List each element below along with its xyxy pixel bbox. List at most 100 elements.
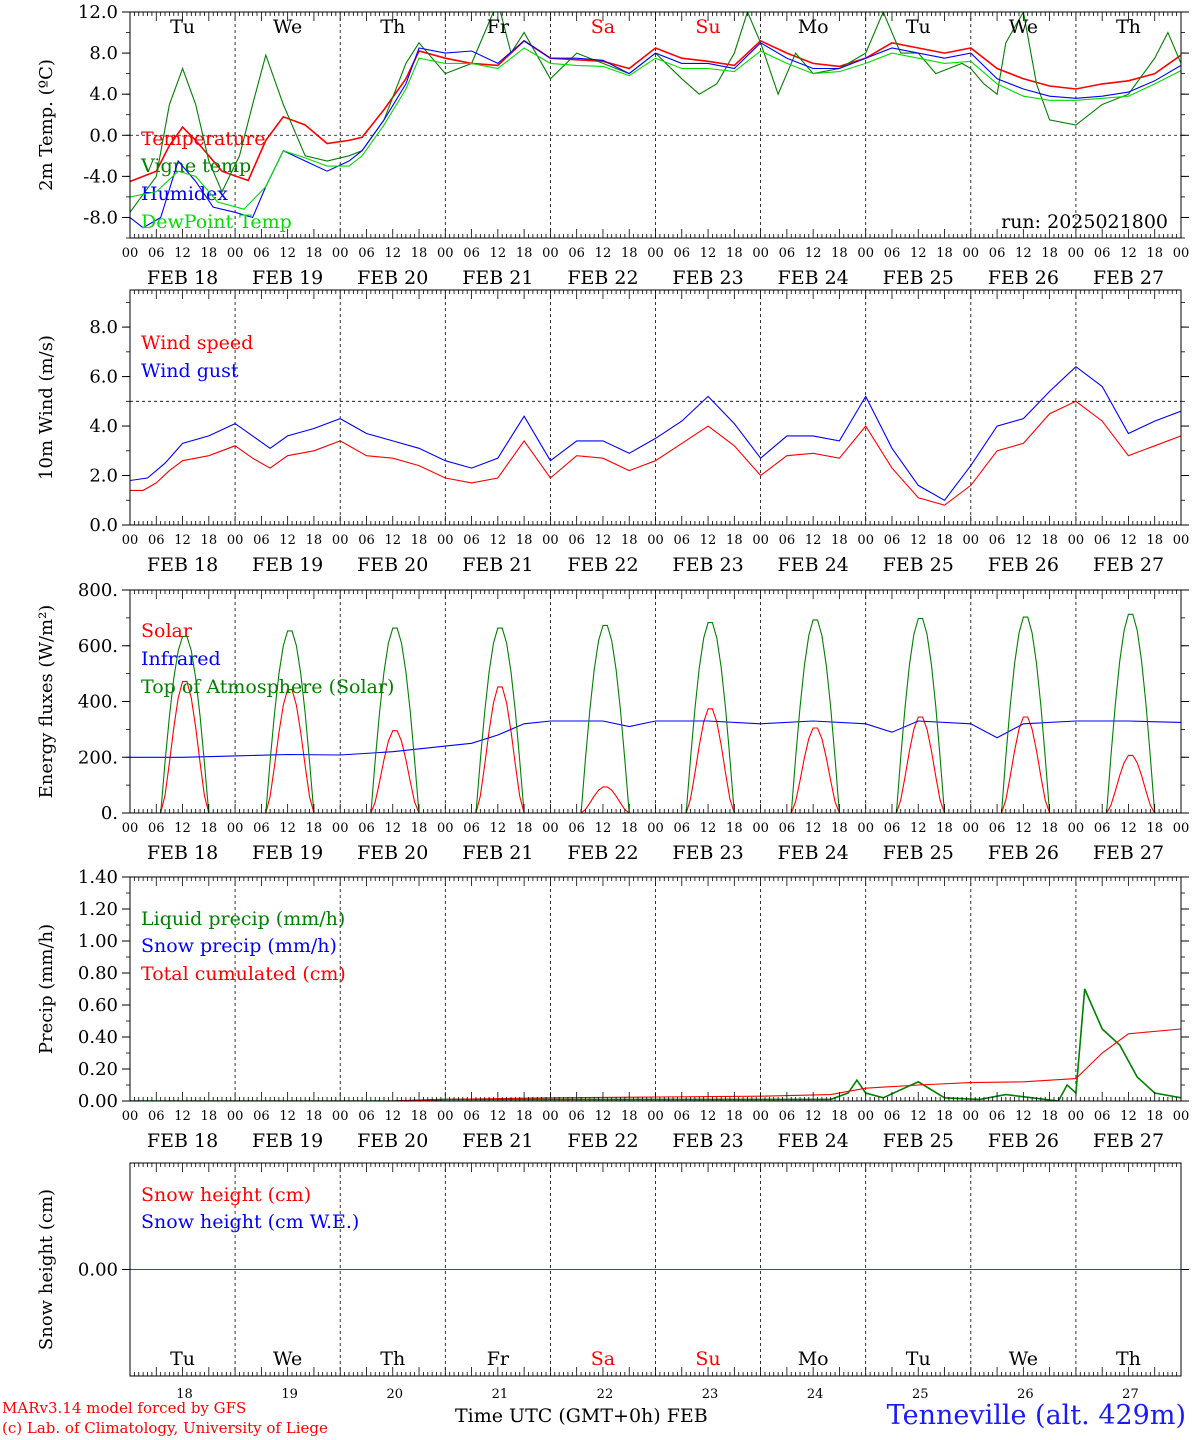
hour-tick-label: 00 [1068, 821, 1085, 836]
hour-tick-label: 18 [726, 821, 743, 836]
hour-tick-label: 18 [1041, 821, 1058, 836]
y-tick-label: 4.0 [89, 84, 118, 105]
hour-tick-label: 12 [910, 533, 927, 548]
hour-tick-label: 12 [490, 1109, 507, 1124]
run-label: run: 2025021800 [1001, 211, 1168, 233]
hour-tick-label: 06 [779, 821, 796, 836]
day-name-label: Sa [591, 16, 615, 38]
hour-tick-label: 06 [674, 1109, 691, 1124]
series-line-wind-gust [130, 365, 1181, 502]
hour-tick-label: 00 [647, 246, 664, 261]
hour-tick-label: 00 [1173, 246, 1190, 261]
hour-tick-label: 18 [306, 821, 323, 836]
lab-credit: (c) Lab. of Climatology, University of L… [2, 1419, 328, 1437]
date-label: FEB 24 [778, 554, 849, 576]
hour-tick-label: 06 [358, 821, 375, 836]
date-label: FEB 18 [147, 554, 218, 576]
hour-tick-label: 00 [437, 533, 454, 548]
hour-tick-label: 00 [437, 246, 454, 261]
date-label: FEB 27 [1093, 554, 1164, 576]
date-label: FEB 20 [357, 1130, 428, 1152]
day-name-label: Tu [906, 1348, 931, 1370]
date-label: FEB 24 [778, 1130, 849, 1152]
hour-tick-label: 06 [989, 533, 1006, 548]
hour-tick-label: 00 [963, 533, 980, 548]
hour-tick-label: 18 [726, 246, 743, 261]
day-name-label: Th [1116, 1348, 1141, 1370]
hour-tick-label: 18 [1041, 1109, 1058, 1124]
date-label: FEB 22 [567, 554, 638, 576]
date-label: FEB 22 [567, 1130, 638, 1152]
date-label: FEB 19 [252, 267, 323, 289]
legend-entry: Snow precip (mm/h) [141, 935, 337, 957]
day-name-label: Tu [906, 16, 931, 38]
hour-tick-label: 00 [542, 246, 559, 261]
hour-tick-label: 00 [122, 533, 139, 548]
hour-tick-label: 00 [752, 246, 769, 261]
date-label: FEB 23 [672, 267, 743, 289]
hour-tick-label: 00 [1173, 1109, 1190, 1124]
legend-entry: Top of Atmosphere (Solar) [141, 676, 394, 698]
legend-entry: Liquid precip (mm/h) [141, 908, 345, 930]
day-number-label: 22 [597, 1387, 614, 1402]
date-label: FEB 23 [672, 554, 743, 576]
hour-tick-label: 00 [332, 821, 349, 836]
hour-tick-label: 06 [253, 246, 270, 261]
hour-tick-label: 00 [857, 1109, 874, 1124]
hour-tick-label: 06 [463, 821, 480, 836]
panel-3: Solar Infrared Top of Atmosphere (Solar) 0.… [36, 580, 1189, 864]
day-number-label: 24 [807, 1387, 824, 1402]
hour-tick-label: 06 [358, 1109, 375, 1124]
date-label: FEB 19 [252, 1130, 323, 1152]
hour-tick-label: 06 [884, 533, 901, 548]
hour-tick-label: 12 [700, 821, 717, 836]
hour-tick-label: 18 [831, 533, 848, 548]
day-number-label: 26 [1017, 1387, 1034, 1402]
hour-tick-label: 18 [621, 246, 638, 261]
day-number-label: 25 [912, 1387, 929, 1402]
hour-tick-label: 00 [857, 533, 874, 548]
hour-tick-label: 06 [148, 1109, 165, 1124]
hour-tick-label: 06 [779, 1109, 796, 1124]
hour-tick-label: 00 [1173, 533, 1190, 548]
series-line-infrared [130, 720, 1181, 758]
hour-tick-label: 18 [411, 533, 428, 548]
hour-tick-label: 00 [227, 246, 244, 261]
date-label: FEB 20 [357, 842, 428, 864]
y-tick-label: 0.60 [78, 995, 118, 1016]
hour-tick-label: 06 [253, 1109, 270, 1124]
y-axis-label: Energy fluxes (W/m²) [36, 605, 57, 799]
day-name-label: Mo [798, 1348, 829, 1370]
y-tick-label: 0.0 [89, 125, 118, 146]
date-label: FEB 19 [252, 554, 323, 576]
hour-tick-label: 00 [227, 1109, 244, 1124]
hour-tick-label: 18 [516, 533, 533, 548]
hour-tick-label: 06 [358, 533, 375, 548]
hour-tick-label: 12 [805, 533, 822, 548]
hour-tick-label: 06 [674, 533, 691, 548]
hour-tick-label: 12 [490, 821, 507, 836]
legend-entry: Vigne temp [140, 155, 251, 177]
day-name-label: We [273, 1348, 302, 1370]
hour-tick-label: 12 [384, 821, 401, 836]
hour-tick-label: 06 [989, 246, 1006, 261]
hour-tick-label: 00 [332, 1109, 349, 1124]
hour-tick-label: 06 [568, 246, 585, 261]
hour-tick-label: 00 [963, 246, 980, 261]
y-tick-label: 12.0 [78, 2, 118, 23]
date-label: FEB 20 [357, 267, 428, 289]
legend-entry: Snow height (cm) [141, 1184, 311, 1206]
hour-tick-label: 06 [674, 246, 691, 261]
hour-tick-label: 18 [621, 821, 638, 836]
hour-tick-label: 18 [201, 246, 218, 261]
day-name-label: Fr [487, 16, 510, 38]
series-line-temperature [130, 39, 1181, 183]
y-tick-label: 1.40 [78, 867, 118, 888]
hour-tick-label: 06 [1094, 1109, 1111, 1124]
hour-tick-label: 06 [779, 246, 796, 261]
hour-tick-label: 06 [884, 1109, 901, 1124]
day-name-label: Tu [170, 1348, 195, 1370]
hour-tick-label: 18 [726, 1109, 743, 1124]
hour-tick-label: 12 [384, 246, 401, 261]
